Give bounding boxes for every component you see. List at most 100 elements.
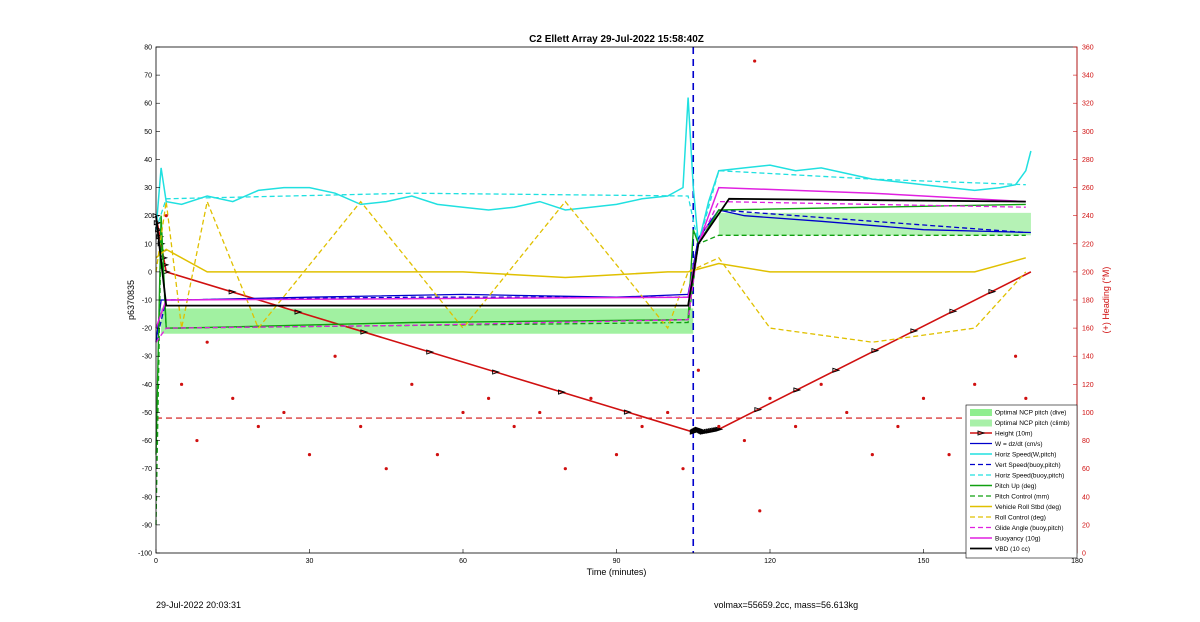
y-tick-label: -90 [142,522,152,529]
height-marker [623,409,632,415]
y-tick-label: -30 [142,354,152,361]
heading-point [742,438,747,443]
series-line-11 [155,200,1026,343]
y-right-tick-label: 260 [1082,185,1094,192]
y-tick-label: -20 [142,326,152,333]
heading-point [614,453,619,457]
y-tick-label: -80 [142,494,152,501]
legend-entry: Optimal NCP pitch (dive) [995,410,1066,417]
height-marker [156,234,165,240]
heading-point [896,424,900,429]
footer-volmax-mass: volmax=55659.2cc, mass=56.613kg [714,600,859,610]
legend-entry: Glide Angle (buoy,pitch) [995,525,1064,532]
heading-point [717,424,721,429]
y-right-tick-label: 280 [1082,157,1094,164]
x-tick-label: 120 [764,558,776,565]
y-right-tick-label: 80 [1082,438,1090,445]
heading-point [231,396,235,400]
y-right-tick-label: 220 [1082,241,1094,248]
heading-point [195,438,199,443]
heading-point [512,424,516,429]
heading-point [179,382,184,386]
heading-point [696,368,700,372]
heading-point [1024,396,1028,400]
legend-entry: Buoyancy (10g) [995,536,1041,543]
legend-entry: Height (10m) [995,431,1033,438]
x-tick-label: 150 [918,558,930,565]
x-tick-label: 180 [1071,558,1083,565]
legend-entry: Vehicle Roll Stbd (deg) [995,504,1061,511]
heading-point [947,453,951,457]
height-marker [988,288,997,295]
heading-point [753,59,757,63]
heading-point [1014,354,1018,358]
heading-point [205,340,209,344]
legend-entry: Pitch Up (deg) [995,483,1037,490]
y-right-tick-label: 160 [1082,326,1094,333]
y-tick-label: 50 [144,129,152,136]
y-tick-label: -60 [142,438,152,445]
heading-point [921,396,926,400]
heading-point [870,453,874,457]
legend-entry: Optimal NCP pitch (climb) [995,420,1070,427]
x-tick-label: 30 [306,558,314,565]
y-right-tick-label: 60 [1082,466,1090,473]
y-right-tick-label: 0 [1082,551,1086,558]
heading-point [666,410,670,415]
heading-point [640,424,644,429]
y-right-tick-label: 340 [1082,73,1094,80]
y-tick-label: 60 [144,101,152,108]
y-tick-label: -100 [138,551,152,558]
y-right-tick-label: 180 [1082,298,1094,305]
x-tick-label: 90 [613,558,621,565]
y-tick-label: -10 [142,298,152,305]
x-tick-label: 0 [154,558,158,565]
series-line-13 [155,197,1026,307]
heading-point [819,382,823,386]
heading-point [384,467,388,471]
legend-box [965,404,1078,559]
legend-marker [977,430,986,436]
heading-point [589,396,593,400]
legend-entry: Vert Speed(buoy,pitch) [995,462,1061,469]
heading-point [973,382,977,386]
footer-timestamp: 29-Jul-2022 20:03:31 [156,600,242,610]
height-marker [360,329,369,335]
heading-point [256,424,260,429]
heading-point [359,424,363,429]
legend-swatch [970,409,992,416]
y-tick-label: 80 [144,45,152,52]
y-right-tick-label: 360 [1082,45,1094,52]
y-axis-label: p6370835 [126,280,136,320]
chart-title: C2 Ellett Array 29-Jul-2022 15:58:40Z [529,34,704,45]
legend-entry: Roll Control (deg) [995,515,1046,522]
legend-entry: W = dz/dt (cm/s) [995,441,1043,448]
y-right-tick-label: 20 [1082,522,1090,529]
y-tick-label: 20 [144,213,152,220]
heading-point [164,214,168,218]
y-right-tick-label: 240 [1082,213,1094,220]
heading-point [307,453,312,457]
y-right-tick-label: 40 [1082,494,1090,501]
heading-point [410,382,414,386]
y-tick-label: 0 [148,269,152,276]
y-tick-label: 40 [144,157,152,164]
height-marker [949,308,958,314]
height-marker [715,426,724,432]
band-climb [718,212,1031,236]
series-line-4 [155,97,1032,244]
heading-point [486,396,491,400]
x-tick-label: 60 [459,558,467,565]
heading-point [768,396,772,400]
heading-point [758,509,762,513]
height-marker [871,347,880,354]
heading-point [563,467,567,471]
height-marker [558,389,566,395]
y-right-tick-label: 100 [1082,410,1094,417]
height-marker [910,328,919,334]
legend-swatch [970,419,992,427]
x-axis-label: Time (minutes) [587,567,647,577]
heading-point [793,424,798,429]
height-marker [793,387,802,393]
